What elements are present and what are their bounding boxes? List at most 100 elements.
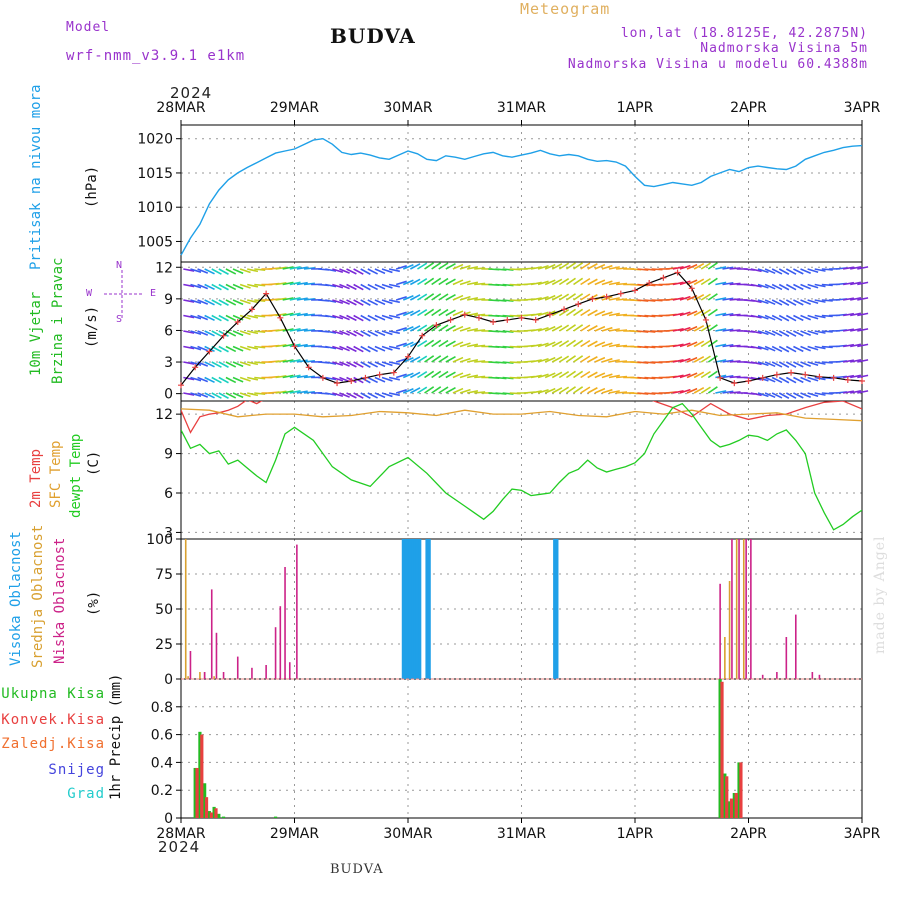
- wind-barb: [402, 310, 414, 317]
- wind-barb: [325, 314, 337, 319]
- cloud-high-bar: [408, 539, 412, 679]
- x-tick-label-top: 1APR: [617, 100, 654, 116]
- wind-speed-marker: [731, 380, 738, 387]
- wind-barb: [360, 283, 371, 291]
- wind-barb: [785, 345, 797, 353]
- wind-barb: [197, 314, 209, 321]
- wind-barb: [395, 342, 407, 348]
- wind-barb: [580, 324, 591, 332]
- wind-barb: [204, 299, 215, 306]
- wind-barb: [360, 330, 371, 337]
- wind-barb: [381, 299, 393, 305]
- wind-barb: [296, 359, 308, 363]
- panel-frame: [180, 678, 863, 819]
- wind-barb: [353, 299, 364, 306]
- wind-barb: [388, 361, 401, 366]
- wind-barb: [771, 392, 783, 399]
- wind-barb: [672, 374, 684, 379]
- wind-barb: [807, 283, 819, 289]
- wind-barb: [232, 283, 244, 290]
- wind-barb: [573, 262, 584, 270]
- wind-speed-marker: [291, 343, 298, 350]
- wind-barb: [374, 268, 386, 275]
- wind-barb: [197, 330, 209, 336]
- wind-barb: [445, 309, 456, 317]
- wind-barb: [438, 324, 449, 332]
- cloud-low-bar: [296, 544, 298, 679]
- wind-barb: [332, 361, 344, 366]
- wind-barb: [346, 392, 357, 399]
- wind-barb: [466, 297, 479, 301]
- cloud-low-bar: [274, 627, 277, 679]
- wind-barb: [282, 281, 294, 286]
- wind-barb: [580, 370, 591, 379]
- wind-barb: [218, 345, 229, 353]
- wind-barb: [353, 345, 364, 353]
- cloud-low-bar: [288, 662, 291, 679]
- wind-barb: [466, 281, 479, 286]
- wind-barb: [771, 376, 783, 384]
- wind-barb: [857, 374, 869, 379]
- cloud-high-bar: [427, 539, 431, 679]
- wind-speed-marker: [263, 290, 270, 297]
- wind-barb: [218, 314, 229, 322]
- wind-barb: [800, 283, 811, 290]
- wind-barb: [558, 386, 570, 394]
- wind-barb: [715, 390, 727, 394]
- wind-barb: [459, 295, 471, 301]
- x-tick-label-top: 30MAR: [383, 100, 432, 116]
- wind-barb: [353, 283, 364, 291]
- wind-barb: [239, 376, 251, 382]
- wind-barb: [424, 339, 435, 348]
- wind-barb: [793, 283, 804, 291]
- wind-barb: [679, 342, 691, 348]
- wind-barb: [431, 308, 442, 317]
- wind-barb: [474, 298, 486, 301]
- wind-barb: [367, 330, 378, 337]
- wind-barb: [608, 328, 620, 332]
- wind-barb: [325, 283, 337, 288]
- wind-barb: [530, 281, 542, 286]
- wind-barb: [842, 390, 855, 394]
- wind-barb: [417, 308, 428, 317]
- wind-barb: [551, 340, 563, 348]
- precip-conv-bar: [195, 767, 199, 818]
- wind-speed-marker: [859, 377, 865, 384]
- wind-barb: [764, 330, 776, 337]
- wind-barb: [197, 376, 209, 383]
- wind-barb: [793, 376, 804, 384]
- wind-barb: [807, 345, 819, 351]
- wind-barb: [431, 355, 442, 363]
- wind-barb: [715, 359, 727, 363]
- wind-barb: [722, 297, 734, 301]
- wind-barb: [686, 341, 698, 348]
- wind-barb: [693, 263, 705, 270]
- wind-barb: [850, 390, 862, 394]
- wind-barb: [431, 293, 442, 301]
- wind-barb: [778, 392, 790, 399]
- wind-barb: [544, 341, 556, 348]
- wind-barb: [204, 392, 215, 399]
- wind-barb: [821, 392, 833, 395]
- wind-barb: [388, 376, 401, 381]
- wind-barb: [537, 342, 549, 348]
- wind-barb: [452, 310, 464, 317]
- wind-barb: [466, 390, 479, 394]
- precip-conv-bar: [200, 734, 204, 818]
- wind-barb: [452, 372, 464, 379]
- wind-barb: [225, 314, 237, 322]
- wind-barb: [601, 326, 613, 332]
- wind-barb: [573, 324, 584, 332]
- wind-barb: [814, 330, 826, 334]
- wind-barb: [211, 283, 222, 291]
- wind-barb: [353, 392, 364, 399]
- wind-barb: [573, 293, 584, 301]
- wind-barb: [573, 339, 584, 348]
- wind-barb: [211, 268, 222, 275]
- wind-barb: [814, 392, 826, 396]
- wind-barb: [793, 299, 804, 306]
- wind-barb: [544, 263, 556, 270]
- wind-barb: [693, 294, 705, 301]
- wind-barb: [395, 265, 407, 270]
- wind-barb: [722, 374, 734, 379]
